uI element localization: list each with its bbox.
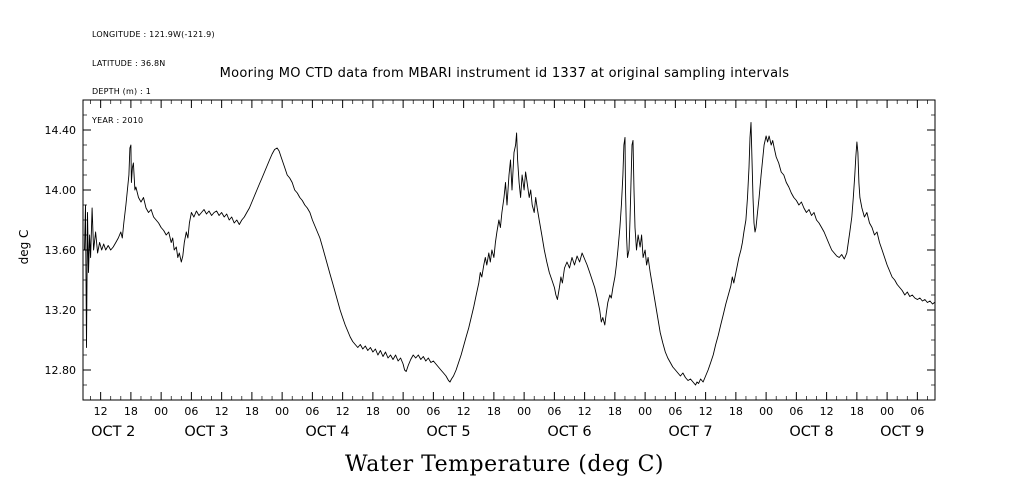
y-tick-label: 14.40 bbox=[45, 124, 77, 137]
x-tick-label: 18 bbox=[850, 405, 864, 418]
x-tick-label: 12 bbox=[94, 405, 108, 418]
x-tick-label: 18 bbox=[366, 405, 380, 418]
day-label: OCT 5 bbox=[426, 424, 470, 440]
day-labels: OCT 2 OCT 3 OCT 4 OCT 5 OCT 6 OCT 7 OCT 8 OCT 9 bbox=[91, 424, 924, 440]
x-tick-label: 00 bbox=[275, 405, 289, 418]
x-tick-label: 12 bbox=[820, 405, 834, 418]
y-tick-label: 13.60 bbox=[45, 244, 77, 257]
x-tick-label: 18 bbox=[729, 405, 743, 418]
x-tick-label: 12 bbox=[336, 405, 350, 418]
y-tick-label: 14.00 bbox=[45, 184, 77, 197]
x-tick-label: 06 bbox=[910, 405, 924, 418]
y-tick-label: 13.20 bbox=[45, 304, 77, 317]
figure-caption: Water Temperature (deg C) bbox=[345, 452, 664, 477]
day-label: OCT 8 bbox=[789, 424, 833, 440]
x-tick-label: 06 bbox=[789, 405, 803, 418]
x-tick-label: 00 bbox=[517, 405, 531, 418]
series-line bbox=[84, 122, 935, 386]
temperature-trace bbox=[84, 122, 935, 386]
metadata-year: YEAR : 2010 bbox=[92, 115, 144, 125]
metadata-header: LONGITUDE : 121.9W(-121.9) LATITUDE : 36… bbox=[92, 11, 215, 144]
x-tick-label: 18 bbox=[487, 405, 501, 418]
x-tick-label: 00 bbox=[759, 405, 773, 418]
x-tick-label: 00 bbox=[638, 405, 652, 418]
day-label: OCT 2 bbox=[91, 424, 135, 440]
day-label: OCT 3 bbox=[184, 424, 228, 440]
metadata-latitude: LATITUDE : 36.8N bbox=[92, 58, 166, 68]
x-tick-label: 12 bbox=[578, 405, 592, 418]
x-tick-label: 06 bbox=[547, 405, 561, 418]
x-tick-label: 18 bbox=[608, 405, 622, 418]
x-axis-ticks: 12 18 00 06 12 18 00 06 12 18 00 06 12 18 00 06 12 18 00 06… bbox=[90, 100, 928, 418]
plot-title: Mooring MO CTD data from MBARI instrumen… bbox=[219, 66, 790, 81]
metadata-longitude: LONGITUDE : 121.9W(-121.9) bbox=[92, 30, 215, 39]
metadata-depth: DEPTH (m) : 1 bbox=[92, 87, 151, 96]
x-tick-label: 12 bbox=[215, 405, 229, 418]
x-tick-label: 06 bbox=[184, 405, 198, 418]
x-tick-label: 00 bbox=[880, 405, 894, 418]
x-tick-label: 06 bbox=[668, 405, 682, 418]
x-tick-label: 06 bbox=[305, 405, 319, 418]
y-tick-label: 12.80 bbox=[45, 364, 77, 377]
day-label: OCT 7 bbox=[668, 424, 712, 440]
day-label: OCT 6 bbox=[547, 424, 591, 440]
day-label: OCT 4 bbox=[305, 424, 349, 440]
day-label: OCT 9 bbox=[880, 424, 924, 440]
x-tick-label: 18 bbox=[124, 405, 138, 418]
x-tick-label: 00 bbox=[396, 405, 410, 418]
x-tick-label: 12 bbox=[457, 405, 471, 418]
x-tick-label: 18 bbox=[245, 405, 259, 418]
x-tick-label: 12 bbox=[699, 405, 713, 418]
plot-frame bbox=[82, 99, 936, 401]
x-tick-label: 06 bbox=[426, 405, 440, 418]
y-axis-ticks: 14.40 14.00 13.60 13.20 12.80 bbox=[45, 114, 935, 386]
x-tick-label: 00 bbox=[154, 405, 168, 418]
